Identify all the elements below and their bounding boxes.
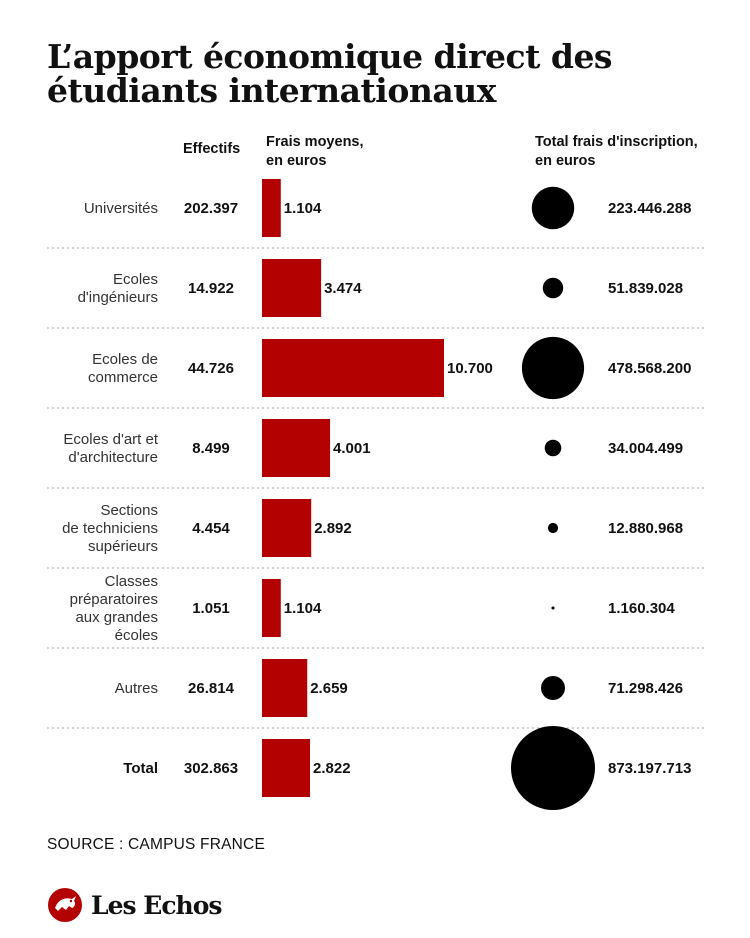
row-label: Autres: [115, 680, 158, 697]
row-label-line: d'ingénieurs: [78, 289, 158, 306]
total-frais-value-label: 873.197.713: [608, 760, 691, 777]
total-frais-value-label: 51.839.028: [608, 280, 683, 297]
row-label: Total: [123, 760, 158, 777]
column-header-total-line-1: Total frais d'inscription,: [535, 134, 698, 150]
row-label-line: commerce: [88, 369, 158, 386]
total-frais-bubble: [531, 186, 575, 230]
row-label-line: Sections: [100, 502, 158, 519]
frais-bar: [262, 259, 322, 317]
frais-value-label: 1.104: [284, 200, 322, 217]
total-frais-bubble: [544, 439, 562, 457]
row-label-line: d'architecture: [68, 449, 158, 466]
column-header-total-frais: Total frais d'inscription, en euros: [535, 133, 698, 171]
row-label-line: Ecoles de: [92, 351, 158, 368]
effectifs-value: 4.454: [192, 520, 230, 537]
total-frais-value-label: 1.160.304: [608, 600, 675, 617]
row-label-line: Ecoles: [113, 271, 158, 288]
row-label-line: préparatoires: [70, 591, 158, 608]
row-label: Ecoles d'ingénieurs: [78, 271, 158, 306]
row-label-line: écoles: [115, 627, 158, 644]
frais-value-label: 4.001: [333, 440, 371, 457]
frais-bar: [262, 499, 312, 557]
brand-logo: Les Echos: [47, 887, 222, 923]
frais-bar: [262, 179, 281, 237]
frais-bar: [262, 659, 308, 717]
effectifs-value: 202.397: [184, 200, 238, 217]
frais-bar: [262, 339, 444, 397]
row-label-line: aux grandes: [75, 609, 158, 626]
row-label-line: supérieurs: [88, 538, 158, 555]
chart-title: L’apport économique direct des étudiants…: [47, 37, 613, 110]
total-frais-value-label: 478.568.200: [608, 360, 691, 377]
row-label-line: de techniciens: [62, 520, 158, 537]
effectifs-value: 8.499: [192, 440, 230, 457]
les-echos-lion-icon: [48, 888, 82, 922]
row-label: Classes préparatoires aux grandes écoles: [70, 573, 158, 644]
column-header-effectifs: Effectifs: [183, 141, 241, 157]
row-label-line: Universités: [84, 200, 158, 217]
total-frais-value-label: 34.004.499: [608, 440, 683, 457]
row-label-line: Autres: [115, 680, 158, 697]
effectifs-value: 14.922: [188, 280, 234, 297]
row-label: Universités: [84, 200, 158, 217]
frais-bar: [262, 419, 331, 477]
column-header-frais-line-1: Frais moyens,: [266, 134, 364, 150]
frais-value-label: 2.659: [310, 680, 348, 697]
row-label-line: Classes: [105, 573, 158, 590]
row-label: Sections de techniciens supérieurs: [62, 502, 158, 555]
frais-value-label: 3.474: [324, 280, 362, 297]
effectifs-value: 302.863: [184, 760, 238, 777]
frais-value-label: 1.104: [284, 600, 322, 617]
total-frais-value-label: 12.880.968: [608, 520, 683, 537]
total-frais-value-label: 71.298.426: [608, 680, 683, 697]
frais-value-label: 2.822: [313, 760, 351, 777]
source-note: SOURCE : CAMPUS FRANCE: [47, 836, 265, 853]
total-frais-bubble: [547, 522, 559, 534]
row-label: Ecoles d'art et d'architecture: [63, 431, 158, 466]
total-frais-bubble: [551, 606, 555, 610]
frais-value-label: 2.892: [314, 520, 352, 537]
column-header-frais-line-2: en euros: [266, 153, 327, 169]
column-header-total-line-2: en euros: [535, 153, 596, 169]
column-header-frais-moyens: Frais moyens, en euros: [266, 133, 364, 171]
frais-value-label: 10.700: [447, 360, 493, 377]
row-label-line: Total: [123, 760, 158, 777]
total-frais-bubble: [511, 726, 595, 810]
effectifs-value: 44.726: [188, 360, 234, 377]
effectifs-value: 26.814: [188, 680, 235, 697]
total-frais-bubble: [521, 336, 585, 400]
frais-bar: [262, 739, 311, 797]
effectifs-value: 1.051: [192, 600, 230, 617]
total-frais-bubble: [542, 277, 564, 299]
frais-bar: [262, 579, 281, 637]
brand-name: Les Echos: [91, 890, 222, 920]
row-label-line: Ecoles d'art et: [63, 431, 158, 448]
total-frais-bubble: [540, 675, 566, 701]
total-frais-value-label: 223.446.288: [608, 200, 691, 217]
row-label: Ecoles de commerce: [88, 351, 158, 386]
